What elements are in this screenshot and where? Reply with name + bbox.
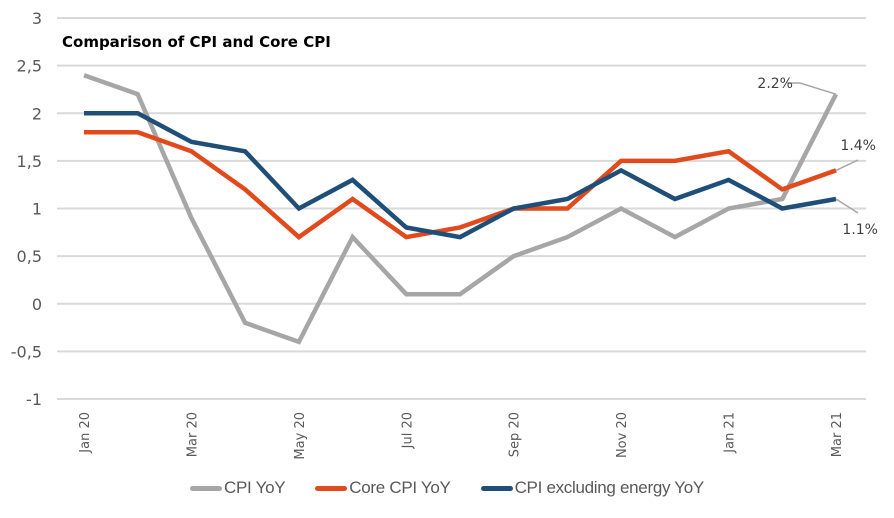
y-tick-label: 0 xyxy=(32,295,42,314)
legend-label: Core CPI YoY xyxy=(349,478,451,497)
legend-item: CPI excluding energy YoY xyxy=(480,478,705,498)
data-label: 2.2% xyxy=(757,76,793,92)
legend-item: Core CPI YoY xyxy=(315,478,451,498)
series-line-cpi-excluding-energy-yoy xyxy=(84,111,837,240)
x-tick-label: Jan 21 xyxy=(723,412,738,454)
y-tick-label: 2,5 xyxy=(17,57,42,76)
data-labels: 2.2% 1.4% 1.1% xyxy=(757,76,878,238)
legend-swatch xyxy=(190,485,223,491)
data-label: 1.1% xyxy=(842,222,878,238)
y-tick-label: -1 xyxy=(26,390,42,409)
series-line-core-cpi-yoy xyxy=(84,130,837,240)
leader-line xyxy=(835,159,859,172)
leader-line xyxy=(787,82,837,95)
y-tick-label: 1,5 xyxy=(17,152,42,171)
x-tick-label: Jul 20 xyxy=(400,412,415,449)
chart-title: Comparison of CPI and Core CPI xyxy=(62,33,331,51)
x-tick-label: Jan 20 xyxy=(78,412,93,454)
gridlines xyxy=(57,17,866,400)
legend-label: CPI YoY xyxy=(224,478,286,497)
legend-swatch xyxy=(480,485,513,491)
legend-label: CPI excluding energy YoY xyxy=(514,478,705,497)
series-lines xyxy=(83,73,839,345)
x-tick-label: Nov 20 xyxy=(615,412,630,458)
y-tick-label: 3 xyxy=(32,9,42,28)
y-tick-label: 0,5 xyxy=(17,247,42,266)
leader-line xyxy=(835,198,859,214)
x-tick-label: Sep 20 xyxy=(508,412,523,457)
y-axis: -1 -0,5 0 0,5 1 1,5 2 2,5 3 xyxy=(11,9,42,409)
y-tick-label: 1 xyxy=(32,200,42,219)
legend-swatch xyxy=(315,485,348,491)
x-tick-label: May 20 xyxy=(293,412,308,460)
x-tick-label: Mar 20 xyxy=(185,412,200,457)
legend: CPI YoY Core CPI YoY CPI excluding energy … xyxy=(0,478,894,498)
data-label: 1.4% xyxy=(840,138,876,154)
y-tick-label: -0,5 xyxy=(11,342,42,361)
series-line-cpi-yoy xyxy=(83,73,839,345)
legend-item: CPI YoY xyxy=(190,478,286,498)
x-axis: Jan 20 Mar 20 May 20 Jul 20 Sep 20 Nov 20 Jan … xyxy=(78,412,845,460)
y-tick-label: 2 xyxy=(32,104,42,123)
x-tick-label: Mar 21 xyxy=(830,412,845,457)
